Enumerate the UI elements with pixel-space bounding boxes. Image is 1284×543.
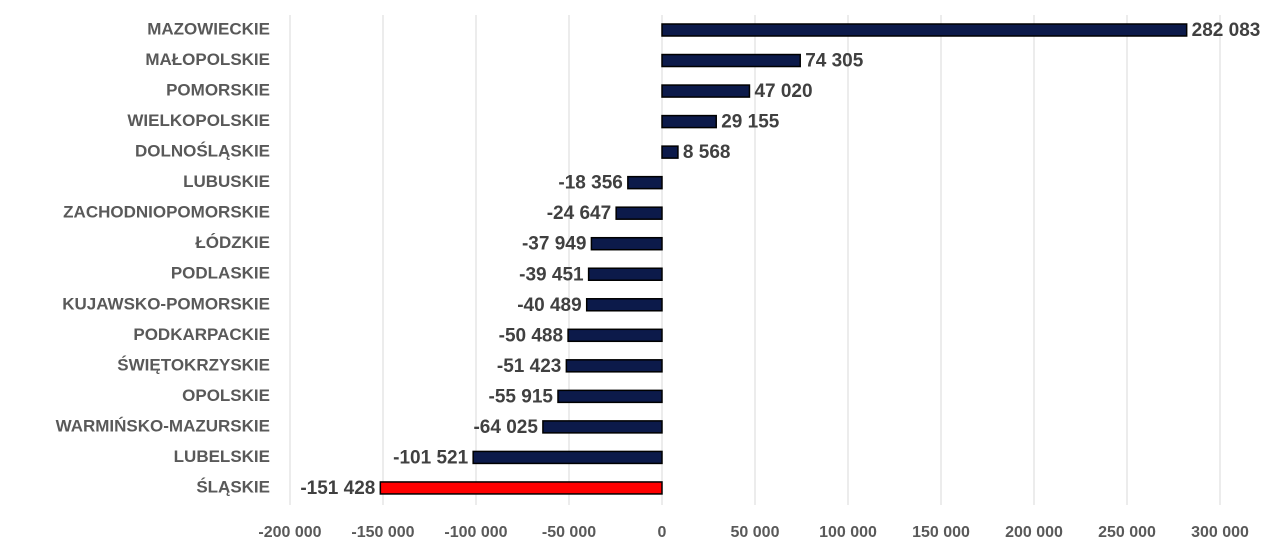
x-tick-label: 150 000 [912,524,970,541]
value-label: -50 488 [499,325,563,346]
category-label: DOLNOŚLĄSKIE [135,142,270,161]
x-tick-label: 200 000 [1005,524,1063,541]
value-label: -24 647 [547,203,611,224]
bar [567,328,663,343]
value-label: -151 428 [300,478,375,499]
value-label: -37 949 [522,234,586,255]
value-label: -64 025 [473,417,538,438]
x-tick-label: -50 000 [542,524,596,541]
bar [472,450,663,465]
category-label: LUBELSKIE [174,447,270,466]
bar [661,145,679,159]
x-tick-label: -100 000 [444,524,507,541]
category-label: ŁÓDZKIE [195,233,270,252]
x-tick-label: 0 [658,524,667,541]
x-tick-label: -150 000 [351,524,414,541]
category-label: POMORSKIE [166,81,270,100]
value-label: 47 020 [754,81,812,102]
category-label: PODKARPACKIE [133,325,270,344]
x-tick-label: 50 000 [731,524,780,541]
value-label: 29 155 [721,112,780,133]
bar [557,389,663,404]
value-label: -101 521 [393,447,468,468]
bar [379,481,663,495]
category-label: ŚWIĘTOKRZYSKIE [117,355,270,374]
category-label: WIELKOPOLSKIE [127,111,270,130]
value-label: -55 915 [489,386,554,407]
category-label: ŚLĄSKIE [196,477,270,496]
category-label: KUJAWSKO-POMORSKIE [62,294,270,313]
bar [587,267,663,281]
bar [590,236,663,251]
bar [615,206,663,220]
x-tick-label: 300 000 [1191,524,1249,541]
x-tick-label: 100 000 [819,524,877,541]
value-label: 8 568 [683,142,731,163]
bar [661,23,1188,37]
bar [661,53,801,68]
x-tick-label: -200 000 [258,524,321,541]
bar [661,114,717,129]
bar [661,84,751,98]
x-tick-label: 250 000 [1098,524,1156,541]
category-label: WARMIŃSKO-MAZURSKIE [56,416,270,435]
value-label: -40 489 [517,295,581,316]
bar [627,175,663,190]
bar [585,298,663,312]
value-label: 74 305 [805,51,864,72]
category-label: MAŁOPOLSKIE [145,50,270,69]
category-label: OPOLSKIE [182,386,270,405]
value-label: -39 451 [519,264,584,285]
category-label: PODLASKIE [171,264,270,283]
bar [565,359,663,373]
category-label: MAZOWIECKIE [147,19,270,38]
category-label: LUBUSKIE [183,172,270,191]
category-label: ZACHODNIOPOMORSKIE [63,203,270,222]
value-label: -18 356 [558,173,622,194]
value-label: -51 423 [497,356,561,377]
value-label: 282 083 [1192,20,1261,41]
bar [542,420,663,434]
